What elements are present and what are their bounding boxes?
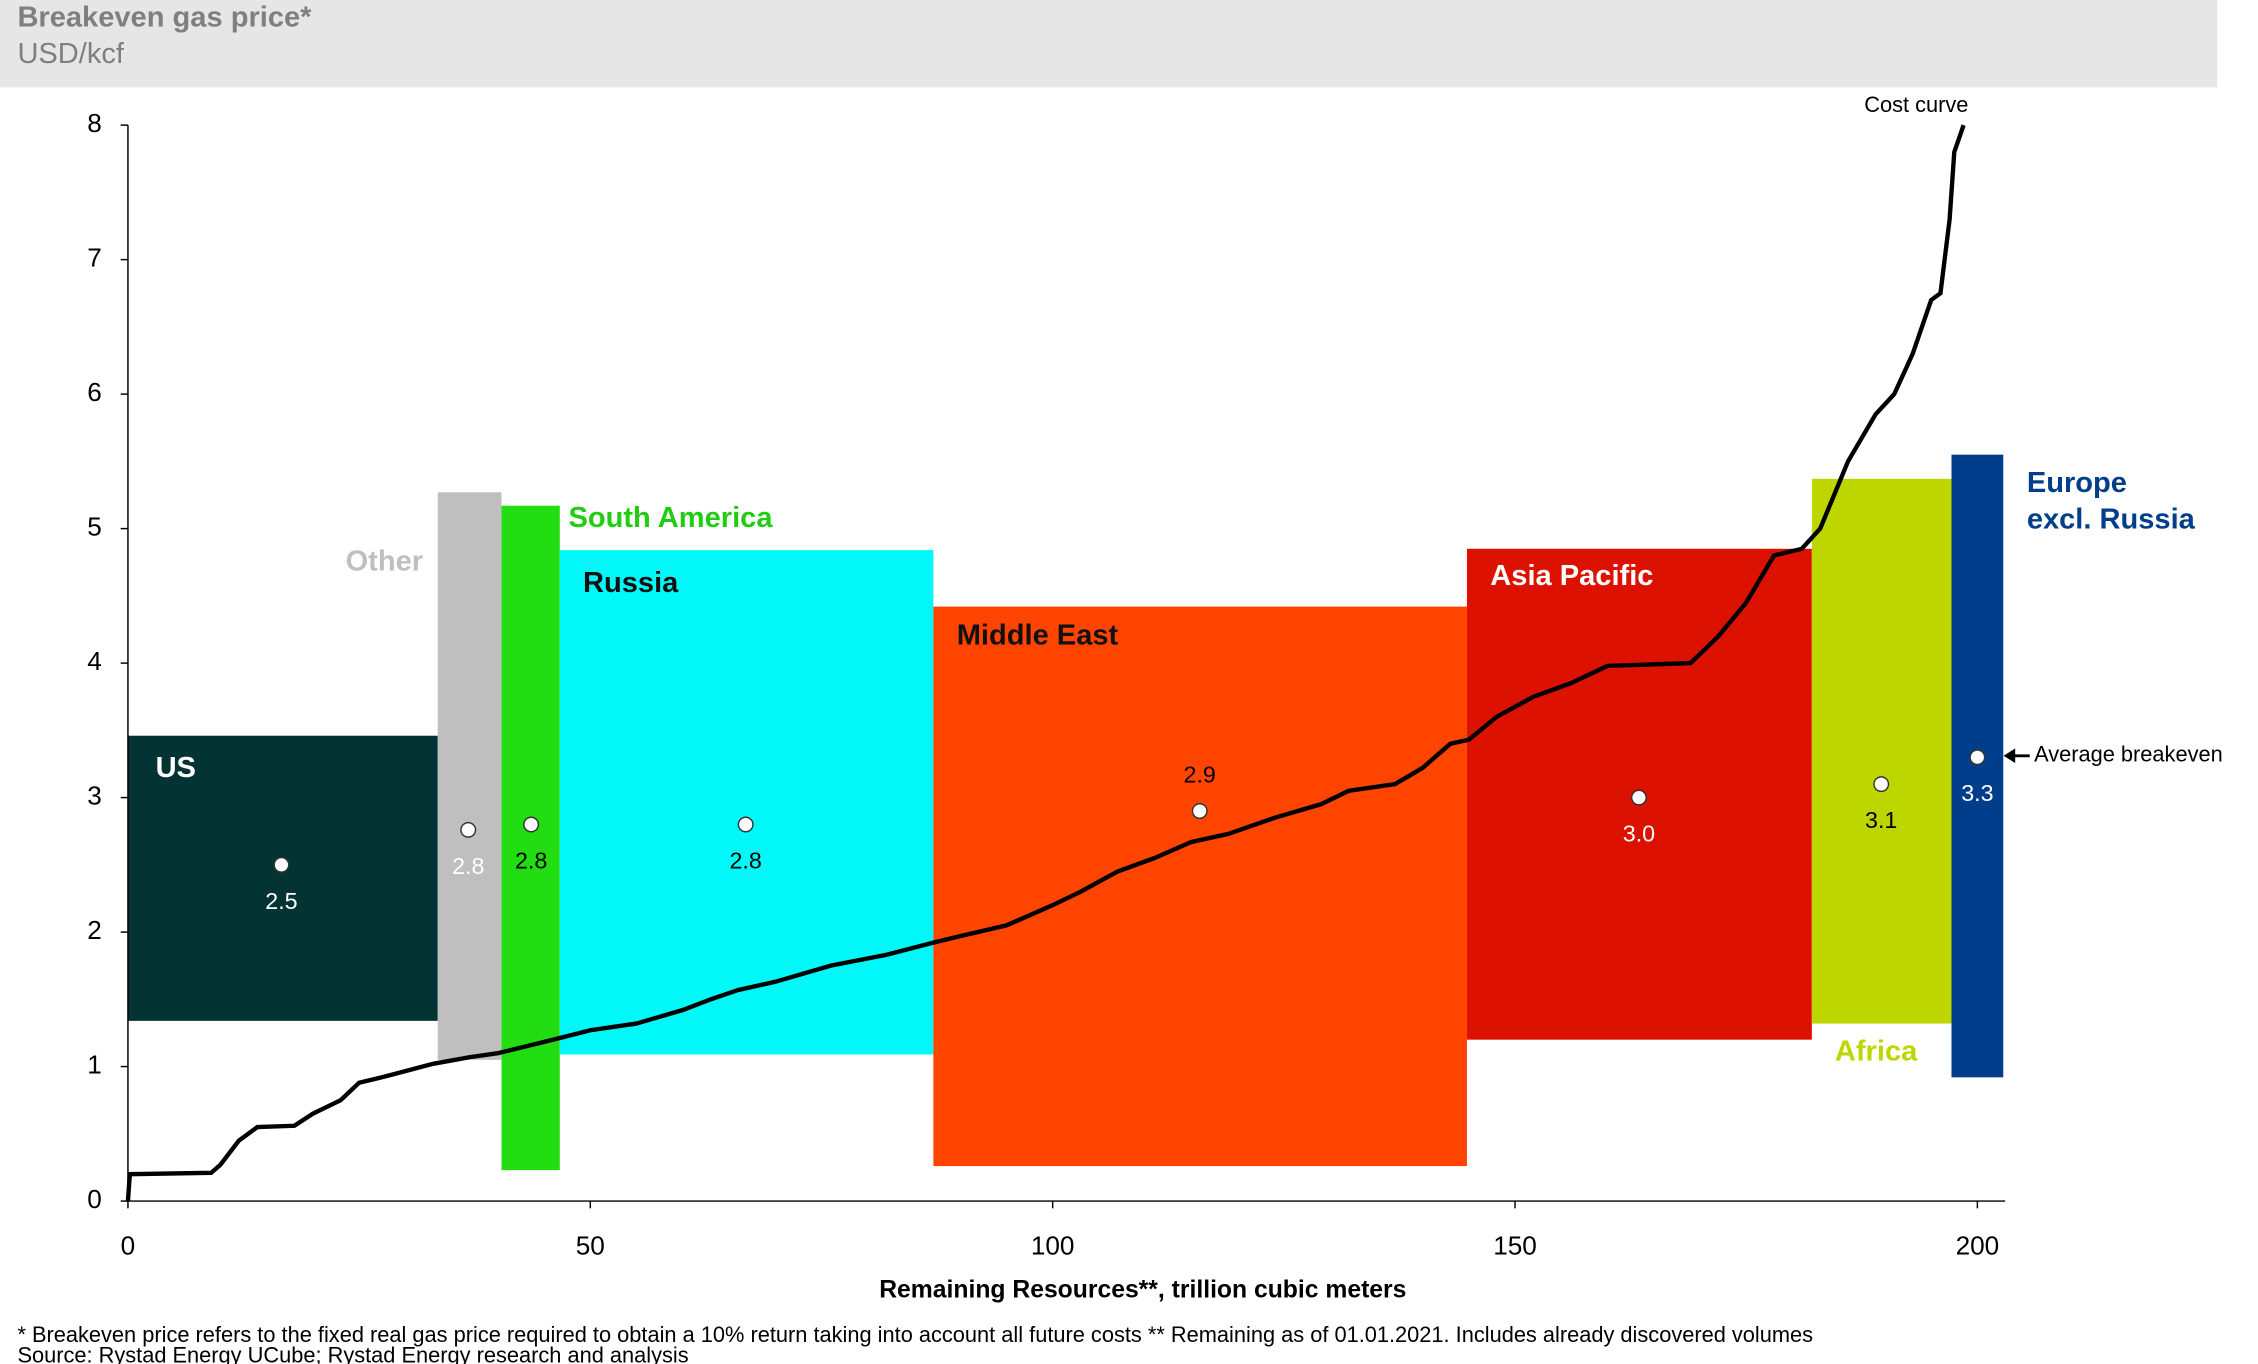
y-tick-label: 0 <box>87 1184 102 1214</box>
average-dot <box>737 816 754 833</box>
chart-title: Breakeven gas price* <box>17 2 312 34</box>
average-dot <box>1630 789 1647 806</box>
region-bar <box>1811 478 1952 1024</box>
annotation-arrowhead <box>2003 748 2016 764</box>
region-bar <box>559 550 934 1055</box>
y-tick-label: 8 <box>87 108 102 138</box>
average-dot <box>1873 776 1890 793</box>
region-label: Europe excl. Russia <box>2027 467 2196 535</box>
region-bar <box>127 735 438 1021</box>
region-label: Asia Pacific <box>1490 560 1653 592</box>
region-label: Russia <box>583 567 679 599</box>
value-label: 3.1 <box>1865 807 1897 833</box>
region-label: Other <box>346 545 424 577</box>
value-label: 2.9 <box>1184 761 1216 787</box>
y-tick-label: 7 <box>87 243 102 273</box>
average-dot <box>523 816 540 833</box>
header-band <box>0 0 2218 88</box>
average-dot <box>460 821 477 838</box>
y-tick-label: 6 <box>87 377 102 407</box>
y-tick-label: 3 <box>87 780 102 810</box>
curve-label: Cost curve <box>1864 92 1968 117</box>
value-label: 3.0 <box>1623 821 1655 847</box>
value-label: 2.8 <box>729 847 761 873</box>
region-label: South America <box>568 502 773 534</box>
x-tick-label: 150 <box>1493 1230 1537 1260</box>
value-label: 2.8 <box>452 853 484 879</box>
y-tick-label: 2 <box>87 915 102 945</box>
cost-curve-line <box>125 124 1966 1202</box>
region-label: Africa <box>1835 1035 1918 1067</box>
x-axis-title: Remaining Resources**, trillion cubic me… <box>879 1277 1406 1304</box>
y-tick-label: 1 <box>87 1049 102 1079</box>
region-bar <box>501 505 560 1171</box>
region-bar <box>933 606 1467 1167</box>
region-bar <box>1951 454 2004 1078</box>
x-tick-label: 100 <box>1031 1230 1075 1260</box>
average-dot <box>273 856 290 873</box>
y-tick-label: 4 <box>87 646 102 676</box>
average-dot <box>1191 803 1208 820</box>
annotation: Average breakeven <box>2034 742 2223 767</box>
x-tick-label: 200 <box>1956 1230 2000 1260</box>
footnote: * Breakeven price refers to the fixed re… <box>17 1322 1813 1347</box>
chart-subtitle: USD/kcf <box>17 38 124 70</box>
value-label: 2.8 <box>515 847 547 873</box>
average-dot <box>1969 749 1986 766</box>
value-label: 3.3 <box>1961 780 1993 806</box>
region-label: Middle East <box>957 620 1119 652</box>
x-tick-label: 0 <box>121 1230 136 1260</box>
region-label: US <box>156 752 196 784</box>
value-label: 2.5 <box>265 888 297 914</box>
region-bar <box>437 492 502 1060</box>
x-tick-label: 50 <box>576 1230 605 1260</box>
y-tick-label: 5 <box>87 512 102 542</box>
source: Source: Rystad Energy UCube; Rystad Ener… <box>17 1342 688 1364</box>
